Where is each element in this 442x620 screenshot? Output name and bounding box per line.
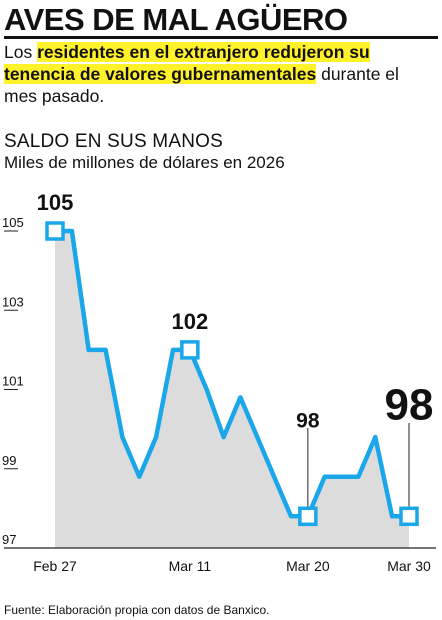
data-point-marker (298, 506, 318, 527)
data-point-marker (399, 506, 419, 527)
headline-title: AVES DE MAL AGÜERO (4, 2, 348, 37)
y-tick-label: 103 (2, 294, 24, 309)
y-tick-label: 97 (2, 532, 16, 547)
data-label: 105 (37, 190, 74, 215)
subtitle-tail: durante el mes pasado. (4, 64, 399, 106)
y-tick-label: 99 (2, 453, 16, 468)
subtitle-lead: Los (4, 42, 38, 62)
x-tick-label: Mar 30 (387, 558, 431, 574)
x-tick-label: Feb 27 (33, 558, 77, 574)
area-fill (55, 231, 409, 548)
saldo-chart: 105 103 101 99 97 Feb 27 Mar 11 Mar 20 Mar 30 105… (2, 190, 436, 574)
y-tick-label: 101 (2, 374, 24, 389)
headline-subtitle: Los residentes en el extranjero redujero… (4, 41, 434, 107)
chart-title: SALDO EN SUS MANOS (4, 131, 223, 152)
data-point-marker (180, 340, 200, 360)
series-line (55, 228, 409, 519)
data-label: 98 (296, 409, 320, 432)
data-label: 98 (385, 380, 434, 429)
data-point-marker (45, 221, 65, 241)
y-tick-label: 105 (2, 215, 24, 230)
chart-subtitle: Miles de millones de dólares en 2026 (4, 153, 285, 172)
source-note: Fuente: Elaboración propia con datos de … (4, 603, 270, 617)
headline-rule (4, 36, 438, 39)
x-tick-label: Mar 11 (169, 558, 212, 574)
data-label: 102 (171, 309, 208, 334)
x-tick-label: Mar 20 (286, 558, 330, 574)
